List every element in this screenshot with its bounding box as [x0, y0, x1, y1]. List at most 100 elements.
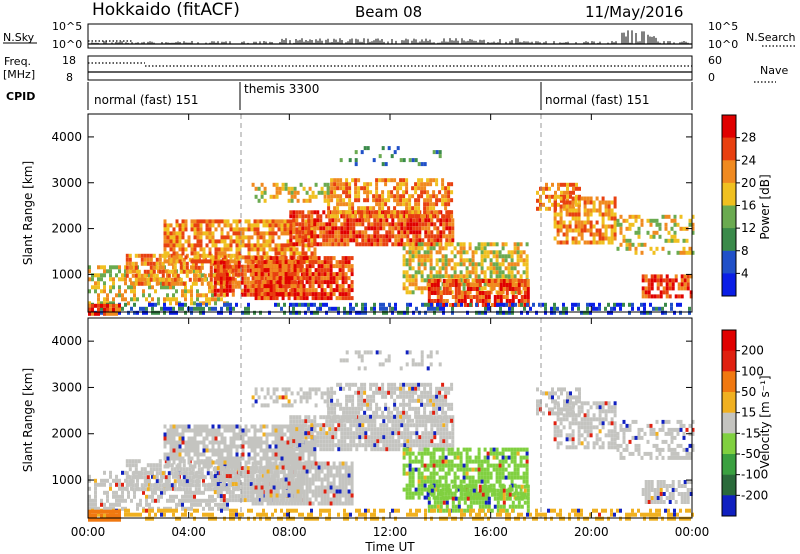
power-cell: [229, 239, 233, 244]
power-cell: [562, 306, 565, 311]
power-cell: [405, 202, 409, 207]
velocity-cell: [146, 487, 150, 492]
power-cell: [175, 231, 179, 236]
power-cell: [560, 198, 563, 203]
power-cell: [338, 268, 342, 273]
velocity-cell: [185, 483, 189, 488]
velocity-cell: [223, 456, 227, 461]
power-cell: [574, 200, 578, 205]
power-cell: [496, 310, 499, 315]
velocity-cell: [97, 482, 100, 487]
power-cell: [578, 186, 581, 191]
power-cell: [295, 227, 299, 232]
power-cell: [519, 290, 523, 295]
power-cell: [436, 291, 440, 295]
velocity-cell: [112, 490, 115, 495]
power-cell: [271, 235, 275, 240]
velocity-cell: [146, 479, 150, 484]
velocity-cell: [208, 464, 212, 469]
power-cell: [373, 242, 377, 247]
power-cell: [400, 222, 404, 227]
power-cell: [214, 297, 217, 302]
power-cell: [340, 242, 344, 247]
power-cell: [456, 250, 460, 255]
power-cell: [457, 279, 461, 283]
power-cell: [328, 226, 332, 231]
power-cell: [97, 297, 100, 302]
power-cell: [643, 306, 646, 311]
velocity-cell: [103, 470, 106, 475]
nsky-trace: [88, 30, 692, 45]
power-cell: [513, 246, 517, 251]
power-cell: [661, 246, 665, 251]
power-cell: [560, 190, 563, 195]
velocity-cell: [226, 428, 230, 433]
velocity-cell: [226, 506, 229, 511]
power-cell: [571, 236, 575, 241]
velocity-cell: [266, 481, 270, 486]
power-cell: [243, 288, 247, 293]
velocity-cell: [184, 424, 188, 429]
power-cell: [408, 262, 412, 267]
power-cell: [290, 288, 294, 293]
power-cell: [332, 276, 336, 281]
power-cell: [249, 264, 253, 269]
power-cell: [175, 243, 179, 248]
velocity-cell: [161, 471, 165, 476]
power-cell: [287, 198, 291, 203]
power-cell: [164, 281, 168, 286]
power-cell: [317, 264, 321, 269]
power-cell: [222, 260, 226, 265]
power-cell: [424, 230, 428, 235]
power-cell: [504, 266, 508, 271]
velocity-cell: [160, 474, 163, 479]
power-cell: [100, 273, 103, 278]
power-cell: [190, 247, 194, 252]
power-cell: [124, 269, 127, 274]
velocity-cell: [280, 456, 284, 461]
velocity-cell: [235, 444, 239, 449]
power-cell: [373, 226, 377, 231]
velocity-cell: [175, 464, 179, 469]
power-cell: [232, 259, 236, 264]
velocity-cell: [178, 440, 182, 445]
velocity-cell: [106, 494, 109, 499]
power-cell: [658, 222, 662, 227]
power-cell: [427, 299, 431, 303]
power-cell: [417, 178, 421, 183]
power-cell: [197, 277, 201, 282]
velocity-cell: [100, 502, 103, 507]
power-cell: [436, 302, 439, 307]
power-cell: [442, 283, 446, 287]
velocity-cell: [172, 424, 176, 429]
power-cell: [88, 311, 91, 316]
power-cell: [214, 243, 218, 248]
power-cell: [284, 182, 288, 187]
power-cell: [387, 214, 391, 219]
power-cell: [235, 247, 239, 252]
velocity-cell: [175, 456, 179, 461]
power-cell: [414, 186, 418, 191]
power-cell: [471, 266, 475, 271]
velocity-cell: [280, 428, 284, 433]
power-cell: [237, 268, 241, 273]
power-cell: [445, 299, 449, 303]
power-cell: [502, 310, 505, 315]
power-cell: [161, 269, 165, 274]
power-cell: [414, 210, 418, 215]
velocity-cell: [131, 475, 135, 480]
power-cell: [643, 310, 646, 315]
power-cell: [253, 243, 257, 248]
power-cell: [308, 272, 312, 277]
power-cell: [266, 276, 270, 281]
velocity-cell: [182, 463, 186, 468]
power-cell: [424, 310, 427, 315]
velocity-cell: [254, 469, 258, 474]
power-cell: [274, 302, 277, 307]
velocity-cell: [253, 444, 257, 449]
power-cell: [284, 260, 288, 265]
power-cell: [284, 256, 288, 261]
power-cell: [586, 200, 590, 205]
power-cell: [208, 223, 212, 228]
